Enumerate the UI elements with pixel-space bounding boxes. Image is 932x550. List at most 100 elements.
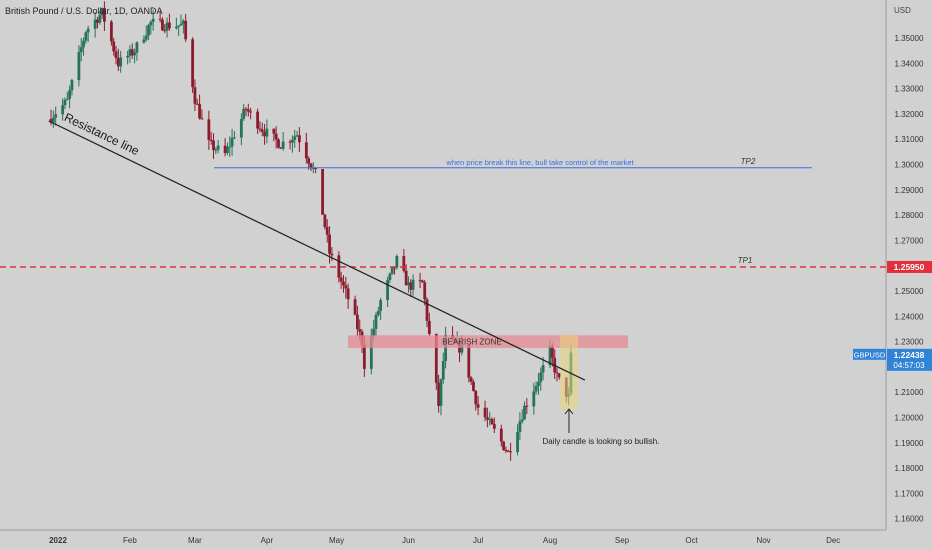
candle-body [112, 41, 116, 52]
time-tick-label: Sep [615, 536, 630, 545]
candle-body [509, 451, 512, 453]
time-tick-label: Aug [543, 536, 557, 545]
candle-body [51, 117, 55, 123]
tp1-label: TP1 [738, 256, 753, 265]
candle-body [525, 405, 529, 407]
candle-body [291, 139, 294, 143]
candle-body [288, 141, 292, 143]
price-tick-label: 1.27000 [895, 236, 924, 245]
candle-body [390, 267, 394, 274]
candle-body [488, 418, 492, 420]
price-tick-label: 1.28000 [895, 211, 924, 220]
candle-body [395, 256, 399, 268]
candle-body [161, 19, 164, 31]
price-tick-label: 1.16000 [895, 515, 924, 524]
candle-body [209, 139, 213, 141]
candle-body [425, 299, 429, 321]
candle-body [49, 118, 53, 123]
candle-body [168, 22, 171, 29]
price-tick-label: 1.30000 [895, 161, 924, 170]
candle-body [265, 128, 269, 137]
symbol-tag-text: GBPUSD [854, 350, 886, 359]
candle-body [293, 136, 297, 140]
time-tick-label: Dec [826, 536, 840, 545]
candle-body [309, 163, 313, 169]
candle-body [342, 281, 345, 286]
candle-body [295, 135, 299, 137]
candle-body [474, 390, 478, 405]
candle-body [242, 108, 246, 119]
candle-body [356, 314, 359, 330]
resistance-line[interactable] [48, 120, 586, 381]
time-tick-label: 2022 [49, 536, 67, 545]
time-tick-label: Oct [685, 536, 698, 545]
candle-body [184, 20, 188, 40]
tp2-label: TP2 [741, 157, 756, 166]
candle-body [516, 432, 519, 453]
candle-body [226, 146, 229, 153]
candle-body [506, 450, 510, 452]
price-tick-label: 1.20000 [895, 414, 924, 423]
price-tick-label: 1.34000 [895, 59, 924, 68]
candle-body [321, 168, 324, 215]
bearish-zone-label: BEARISH ZONE [442, 338, 502, 347]
arrow-head-icon [564, 408, 574, 415]
time-tick-label: Apr [261, 536, 274, 545]
candle-body [93, 19, 97, 29]
candle-body [100, 8, 104, 16]
candle-body [532, 391, 536, 407]
candle-body [374, 314, 378, 329]
candle-body [441, 360, 445, 380]
candle-body [65, 98, 69, 100]
candle-body [490, 418, 494, 425]
candle-body [163, 30, 167, 32]
tp1-price-tag [887, 260, 932, 273]
candle-body [96, 19, 99, 23]
candle-body [119, 57, 123, 67]
candle-body [228, 146, 232, 148]
time-axis[interactable]: 2022 Feb Mar Apr May Jun Jul Aug Sep Oct Nov Dec [49, 536, 840, 545]
candle-body [147, 25, 150, 36]
candle-body [520, 419, 524, 422]
candle-body [272, 128, 276, 134]
price-axis[interactable]: 1.35000 1.34000 1.33000 1.32000 1.31000 1.300… [895, 34, 924, 524]
candle-body [244, 108, 248, 110]
candles-group [49, 1, 573, 461]
candle-body [423, 282, 427, 300]
candle-body [376, 310, 380, 315]
last-price-text: 1.22438 [894, 350, 925, 360]
price-tick-label: 1.25000 [895, 287, 924, 296]
candle-body [550, 346, 554, 358]
candle-body [444, 334, 448, 361]
candle-body [548, 346, 552, 366]
candle-body [557, 373, 561, 378]
tp1-price-tag-text: 1.25950 [894, 262, 925, 272]
candle-body [232, 137, 236, 139]
candle-body [207, 119, 211, 140]
candle-body [198, 103, 201, 119]
price-tick-label: 1.24000 [895, 312, 924, 321]
symbol-tag [853, 348, 886, 360]
last-price-tag [887, 348, 932, 371]
price-tick-label: 1.35000 [895, 34, 924, 43]
candle-body [502, 441, 506, 450]
candle-body [130, 49, 134, 56]
candle-body [328, 234, 331, 254]
candle-body [77, 52, 81, 81]
candle-body [369, 335, 373, 369]
candle-body [144, 35, 148, 40]
candle-body [158, 18, 162, 20]
candle-body [379, 300, 383, 311]
candle-body [191, 39, 195, 88]
price-tick-label: 1.17000 [895, 489, 924, 498]
price-tick-label: 1.32000 [895, 110, 924, 119]
candle-body [434, 333, 438, 383]
candle-body [103, 8, 106, 22]
candle-body [504, 449, 508, 451]
price-tick-label: 1.18000 [895, 464, 924, 473]
candle-body [437, 382, 441, 406]
candle-body [249, 111, 253, 113]
candle-body [263, 131, 266, 137]
